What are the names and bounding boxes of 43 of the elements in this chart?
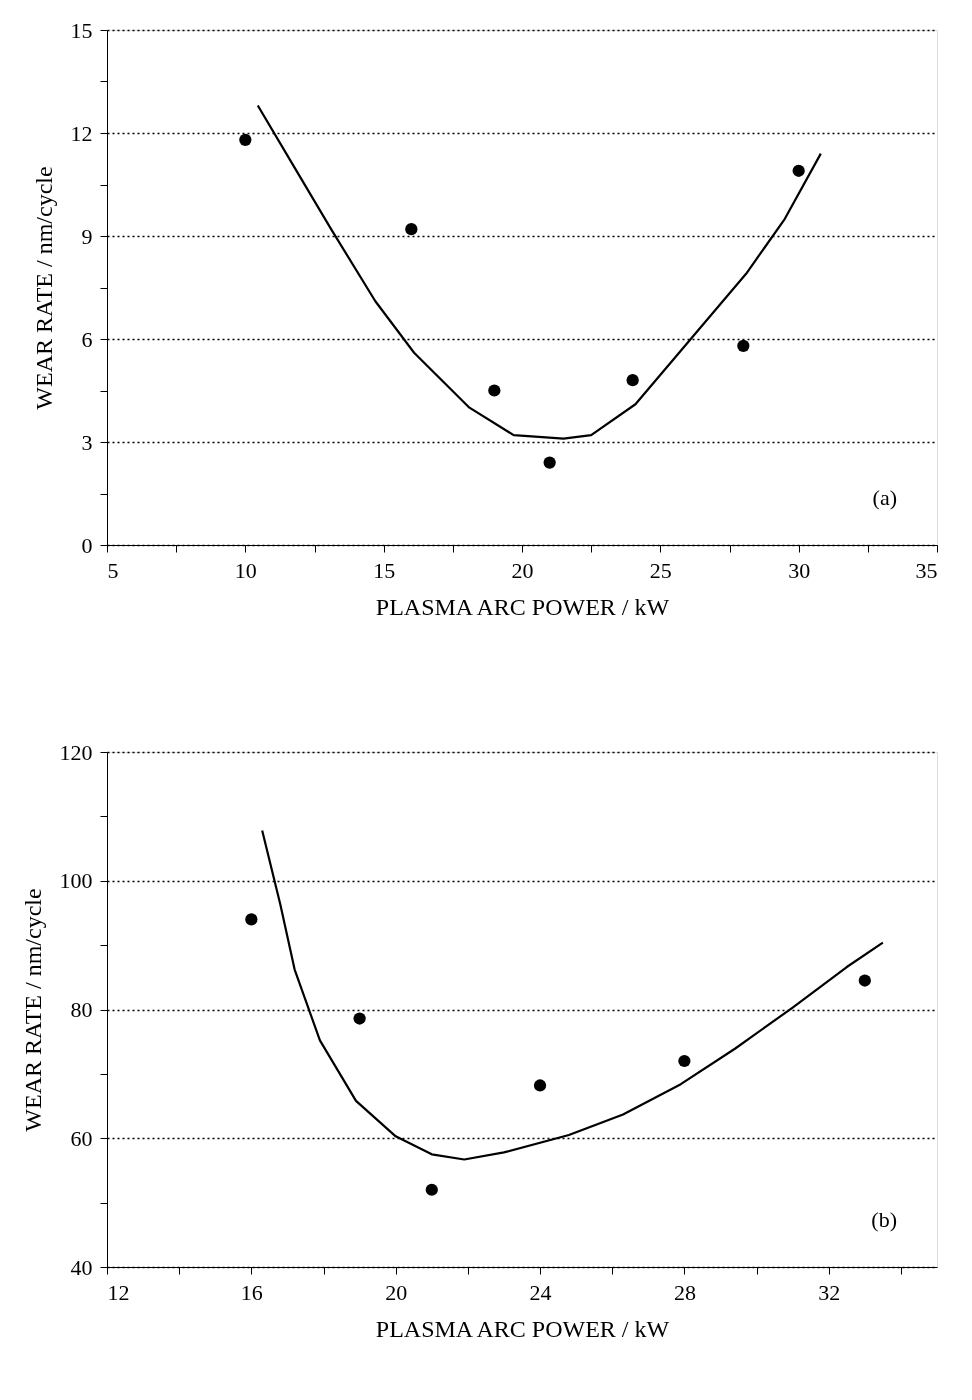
y-tick-label: 6 [81,326,93,352]
x-tick-label: 32 [818,1279,841,1305]
annotation: (a) [872,485,897,510]
x-tick-label: 15 [373,557,396,583]
point [626,374,639,387]
y-tick-label: 80 [70,997,93,1022]
x-tick-label: 20 [511,557,534,583]
point [405,223,418,236]
x-tick-label: 12 [107,1279,130,1305]
point [488,384,501,397]
x-tick-label: 30 [788,557,811,583]
y-axis-title: WEAR RATE / nm/cycle [19,888,46,1132]
point [353,1012,366,1025]
y-tick-label: 120 [59,739,93,765]
y-tick-label: 100 [59,868,93,894]
point [239,133,252,146]
annotation: (b) [871,1207,897,1232]
point [543,456,556,469]
point [792,164,805,177]
y-tick-label: 60 [70,1125,93,1151]
point [425,1183,438,1196]
y-axis-title: WEAR RATE / nm/cycle [30,166,57,410]
point [678,1054,691,1068]
x-tick-label: 20 [385,1279,408,1305]
point [737,339,750,352]
x-tick-label: 5 [107,557,119,583]
y-tick-label: 3 [81,429,93,455]
x-tick-label: 10 [234,557,257,583]
y-tick-label: 40 [70,1254,93,1280]
y-tick-label: 15 [70,17,93,43]
x-tick-label: 25 [649,557,672,583]
y-tick-label: 12 [70,120,93,146]
y-tick-label: 9 [81,223,93,249]
y-tick-label: 0 [81,532,93,558]
x-tick-label: 28 [673,1279,696,1305]
point [533,1079,547,1092]
x-tick-label: 35 [915,557,938,583]
x-axis-title: PLASMA ARC POWER / kW [375,1315,670,1342]
point [245,913,258,926]
x-tick-label: 24 [529,1279,552,1305]
x-tick-label: 16 [240,1279,263,1305]
point [858,974,871,987]
x-axis-title: PLASMA ARC POWER / kW [375,593,670,620]
